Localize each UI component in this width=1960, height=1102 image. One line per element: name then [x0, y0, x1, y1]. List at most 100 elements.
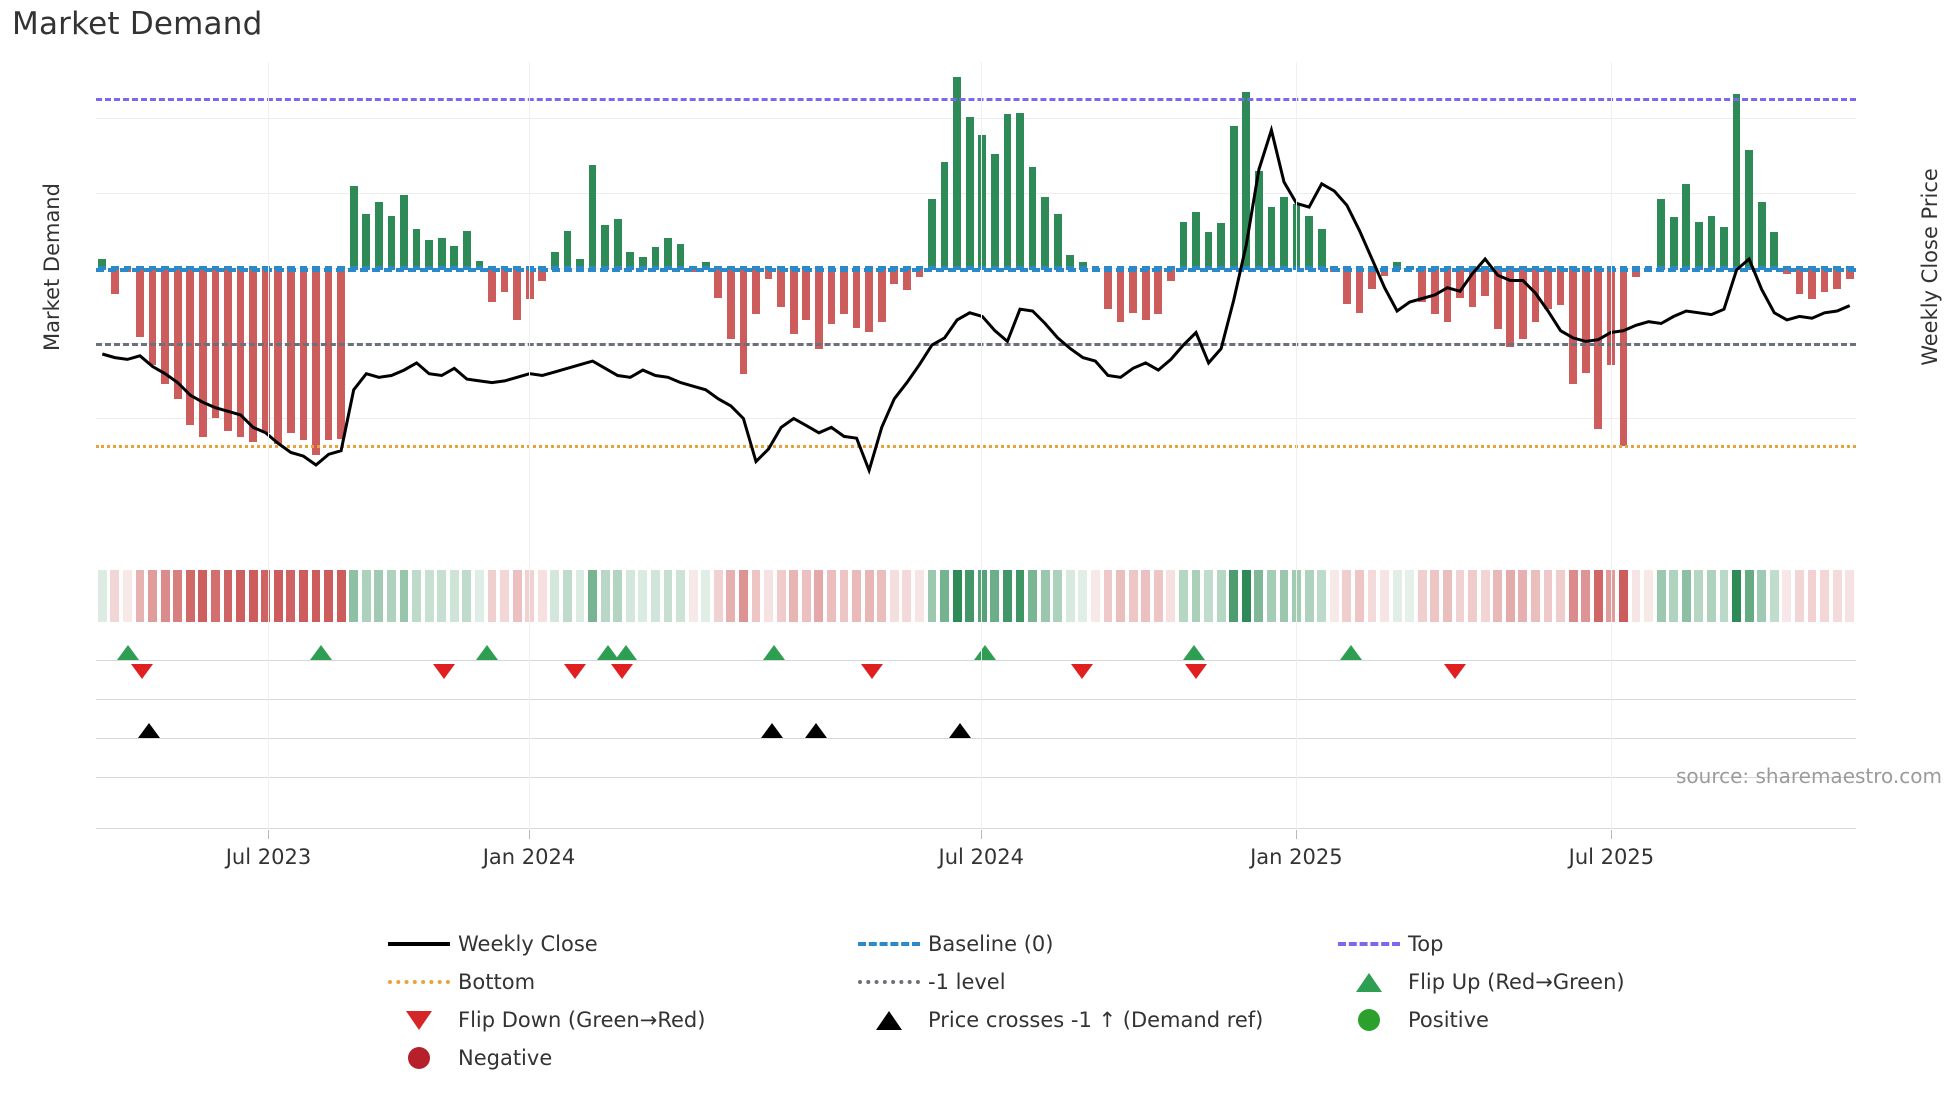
- price-cross-marker[interactable]: [760, 723, 783, 738]
- demand-bar[interactable]: [1657, 199, 1666, 268]
- price-cross-marker[interactable]: [804, 723, 827, 738]
- flip-down-marker[interactable]: [1070, 664, 1093, 679]
- flip-down-marker[interactable]: [563, 664, 586, 679]
- demand-bar[interactable]: [198, 268, 207, 437]
- flip-down-marker[interactable]: [861, 664, 884, 679]
- demand-bar[interactable]: [538, 268, 547, 282]
- demand-bar[interactable]: [1280, 196, 1288, 268]
- demand-bar[interactable]: [1443, 268, 1452, 322]
- demand-bar[interactable]: [613, 219, 622, 268]
- demand-bar[interactable]: [261, 268, 270, 433]
- demand-bar[interactable]: [1204, 232, 1213, 268]
- demand-bar[interactable]: [1732, 94, 1741, 268]
- flip-up-marker[interactable]: [1183, 645, 1206, 660]
- demand-bar[interactable]: [1456, 268, 1464, 298]
- demand-bar[interactable]: [1028, 166, 1037, 268]
- legend-item[interactable]: Price crosses -1 ↑ (Demand ref): [850, 1001, 1330, 1039]
- flip-down-marker[interactable]: [1443, 664, 1466, 679]
- demand-bar[interactable]: [1720, 226, 1728, 268]
- legend-item[interactable]: Flip Down (Green→Red): [380, 1001, 850, 1039]
- demand-bar[interactable]: [764, 268, 773, 280]
- demand-bar[interactable]: [1845, 268, 1854, 280]
- flip-up-marker[interactable]: [116, 645, 139, 660]
- demand-bar[interactable]: [1481, 268, 1490, 297]
- demand-bar[interactable]: [1594, 268, 1603, 430]
- demand-bar[interactable]: [714, 268, 723, 298]
- flip-up-marker[interactable]: [973, 645, 996, 660]
- demand-bar[interactable]: [173, 268, 182, 400]
- demand-bar[interactable]: [965, 116, 974, 268]
- flip-up-marker[interactable]: [597, 645, 620, 660]
- demand-bar[interactable]: [1053, 214, 1062, 268]
- demand-bar[interactable]: [412, 229, 421, 268]
- demand-bar[interactable]: [1833, 268, 1842, 289]
- demand-bar[interactable]: [1016, 112, 1024, 268]
- demand-bar[interactable]: [1418, 268, 1427, 302]
- demand-bar[interactable]: [1795, 268, 1804, 295]
- demand-bar[interactable]: [915, 268, 924, 277]
- demand-bar[interactable]: [840, 268, 848, 315]
- demand-bar[interactable]: [890, 268, 899, 285]
- demand-bar[interactable]: [1581, 268, 1590, 373]
- demand-bar[interactable]: [274, 268, 283, 445]
- flip-up-marker[interactable]: [475, 645, 498, 660]
- demand-bar[interactable]: [1493, 268, 1502, 330]
- demand-bar[interactable]: [488, 268, 496, 302]
- demand-bar[interactable]: [1619, 268, 1628, 447]
- price-cross-marker[interactable]: [949, 723, 972, 738]
- demand-bar[interactable]: [1129, 268, 1138, 313]
- demand-bar[interactable]: [576, 259, 584, 268]
- demand-bar[interactable]: [400, 194, 408, 268]
- demand-bar[interactable]: [1820, 268, 1829, 292]
- demand-bar[interactable]: [1116, 268, 1125, 322]
- demand-bar[interactable]: [1166, 268, 1175, 282]
- demand-bar[interactable]: [462, 230, 471, 268]
- demand-bar[interactable]: [1003, 114, 1012, 268]
- demand-bar[interactable]: [1041, 196, 1050, 268]
- demand-bar[interactable]: [136, 268, 144, 337]
- demand-bar[interactable]: [236, 268, 245, 437]
- flip-up-marker[interactable]: [762, 645, 785, 660]
- flip-down-marker[interactable]: [611, 664, 634, 679]
- demand-bar[interactable]: [1606, 268, 1615, 366]
- demand-bar[interactable]: [1254, 170, 1263, 268]
- demand-bar[interactable]: [563, 230, 572, 268]
- demand-bar[interactable]: [1694, 221, 1703, 268]
- demand-bar[interactable]: [450, 245, 459, 268]
- flip-up-marker[interactable]: [310, 645, 333, 660]
- demand-bar[interactable]: [676, 244, 685, 268]
- demand-bar[interactable]: [588, 164, 597, 268]
- demand-bar[interactable]: [1430, 268, 1439, 315]
- demand-bar[interactable]: [1468, 268, 1477, 307]
- demand-bar[interactable]: [1808, 268, 1816, 300]
- demand-bar[interactable]: [1242, 91, 1251, 268]
- demand-bar[interactable]: [1267, 206, 1276, 268]
- demand-bar[interactable]: [148, 268, 157, 366]
- demand-bar[interactable]: [1770, 232, 1779, 268]
- demand-bar[interactable]: [437, 238, 446, 268]
- demand-bar[interactable]: [1078, 262, 1087, 268]
- demand-bar[interactable]: [852, 268, 861, 328]
- demand-bar[interactable]: [1229, 125, 1238, 268]
- price-cross-marker[interactable]: [137, 723, 160, 738]
- demand-bar[interactable]: [651, 247, 660, 268]
- legend-item[interactable]: Flip Up (Red→Green): [1330, 963, 1740, 1001]
- demand-bar[interactable]: [1217, 223, 1226, 268]
- flip-down-marker[interactable]: [433, 664, 456, 679]
- demand-bar[interactable]: [1518, 268, 1527, 340]
- demand-bar[interactable]: [638, 256, 647, 268]
- legend-item[interactable]: Negative: [380, 1039, 850, 1077]
- demand-bar[interactable]: [475, 260, 484, 268]
- demand-bar[interactable]: [161, 268, 170, 385]
- demand-bar[interactable]: [550, 251, 559, 268]
- demand-bar[interactable]: [1179, 221, 1188, 268]
- legend-item[interactable]: Weekly Close: [380, 925, 850, 963]
- demand-bar[interactable]: [726, 268, 735, 340]
- demand-bar[interactable]: [1556, 268, 1565, 306]
- demand-bar[interactable]: [1355, 268, 1364, 313]
- demand-bar[interactable]: [349, 185, 358, 268]
- demand-bar[interactable]: [299, 268, 308, 441]
- legend-item[interactable]: Top: [1330, 925, 1740, 963]
- flip-up-marker[interactable]: [1339, 645, 1362, 660]
- demand-bar[interactable]: [752, 268, 760, 315]
